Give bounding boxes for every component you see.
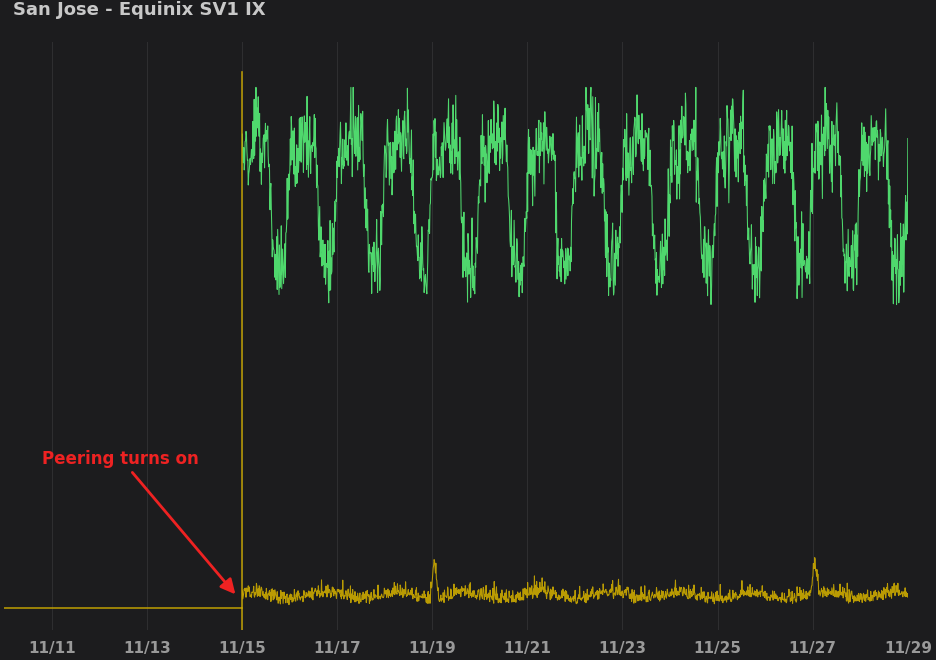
Text: Peering turns on: Peering turns on: [42, 449, 233, 592]
Text: San Jose - Equinix SV1 IX: San Jose - Equinix SV1 IX: [13, 1, 266, 19]
